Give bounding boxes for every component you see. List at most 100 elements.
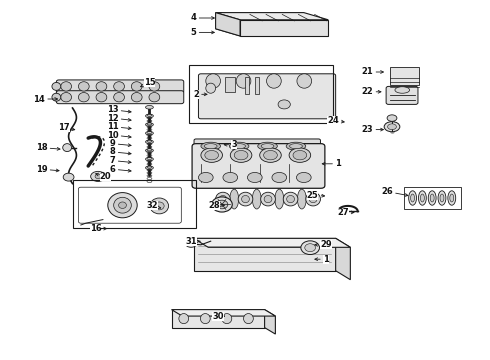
Ellipse shape (272, 172, 287, 183)
Ellipse shape (146, 140, 153, 144)
Text: 17: 17 (58, 123, 75, 132)
Ellipse shape (78, 93, 89, 102)
Ellipse shape (229, 142, 249, 150)
Ellipse shape (96, 93, 107, 102)
Ellipse shape (61, 82, 72, 91)
Text: 8: 8 (110, 148, 131, 156)
Ellipse shape (430, 194, 434, 202)
Polygon shape (194, 238, 350, 247)
Text: 24: 24 (327, 116, 344, 125)
Ellipse shape (206, 83, 216, 93)
FancyBboxPatch shape (194, 139, 320, 153)
Ellipse shape (301, 241, 319, 255)
Text: 7: 7 (110, 156, 131, 165)
Text: 2: 2 (193, 90, 207, 99)
Ellipse shape (219, 195, 227, 203)
Text: 27: 27 (337, 208, 354, 217)
Ellipse shape (258, 142, 277, 150)
Text: 9: 9 (110, 139, 131, 148)
Ellipse shape (131, 93, 142, 102)
Ellipse shape (222, 314, 232, 324)
Text: 1: 1 (315, 255, 329, 264)
Ellipse shape (198, 172, 213, 183)
Ellipse shape (212, 197, 232, 212)
Text: 19: 19 (36, 165, 59, 174)
Ellipse shape (283, 192, 298, 206)
Ellipse shape (230, 189, 239, 209)
Ellipse shape (252, 189, 261, 209)
Ellipse shape (438, 191, 446, 205)
Ellipse shape (297, 189, 306, 209)
Text: 22: 22 (362, 87, 381, 96)
Text: 5: 5 (191, 28, 214, 37)
Ellipse shape (450, 194, 454, 202)
Ellipse shape (289, 148, 311, 162)
Text: 15: 15 (141, 78, 155, 87)
Ellipse shape (420, 194, 424, 202)
Ellipse shape (63, 173, 74, 181)
Ellipse shape (146, 105, 153, 109)
Ellipse shape (306, 192, 320, 206)
Bar (225, 77, 235, 92)
Text: 26: 26 (381, 187, 408, 196)
Ellipse shape (131, 82, 142, 91)
Ellipse shape (201, 142, 220, 150)
Ellipse shape (204, 144, 217, 149)
Ellipse shape (244, 314, 253, 324)
Ellipse shape (267, 74, 281, 88)
Text: 32: 32 (146, 202, 161, 210)
Text: 4: 4 (191, 13, 214, 22)
Ellipse shape (388, 124, 396, 130)
Ellipse shape (287, 195, 294, 203)
Polygon shape (216, 13, 240, 36)
FancyBboxPatch shape (56, 80, 184, 93)
Ellipse shape (296, 172, 311, 183)
Ellipse shape (61, 93, 72, 102)
Ellipse shape (201, 148, 222, 162)
Text: 3: 3 (224, 140, 237, 149)
Polygon shape (336, 238, 350, 280)
Ellipse shape (278, 100, 290, 109)
FancyBboxPatch shape (386, 86, 418, 104)
Bar (255, 77, 259, 94)
Ellipse shape (186, 241, 196, 247)
Polygon shape (216, 29, 328, 36)
Text: 20: 20 (96, 172, 111, 181)
Text: 6: 6 (110, 165, 131, 174)
Ellipse shape (52, 93, 61, 101)
Text: 31: 31 (185, 237, 200, 246)
Ellipse shape (260, 148, 281, 162)
Ellipse shape (230, 148, 252, 162)
Ellipse shape (261, 144, 274, 149)
Text: 12: 12 (107, 113, 131, 122)
Text: 1: 1 (322, 159, 341, 168)
Ellipse shape (395, 87, 410, 93)
FancyBboxPatch shape (198, 74, 336, 119)
Polygon shape (194, 238, 336, 271)
Ellipse shape (247, 172, 262, 183)
Text: 30: 30 (212, 311, 224, 320)
Polygon shape (172, 310, 265, 328)
Ellipse shape (275, 189, 284, 209)
FancyBboxPatch shape (192, 144, 325, 188)
Ellipse shape (149, 82, 160, 91)
Polygon shape (265, 310, 275, 334)
Ellipse shape (418, 191, 426, 205)
Bar (73, 180, 196, 228)
Ellipse shape (114, 197, 131, 213)
Ellipse shape (114, 93, 124, 102)
Ellipse shape (236, 74, 251, 88)
Ellipse shape (448, 191, 456, 205)
Polygon shape (216, 13, 328, 20)
Text: 18: 18 (36, 143, 60, 152)
Ellipse shape (223, 172, 238, 183)
Ellipse shape (387, 115, 397, 121)
Text: 21: 21 (362, 68, 383, 77)
Ellipse shape (95, 174, 101, 179)
Ellipse shape (78, 82, 89, 91)
Ellipse shape (146, 123, 153, 126)
Ellipse shape (200, 314, 210, 324)
Ellipse shape (264, 195, 272, 203)
Ellipse shape (242, 195, 249, 203)
Ellipse shape (233, 144, 245, 149)
